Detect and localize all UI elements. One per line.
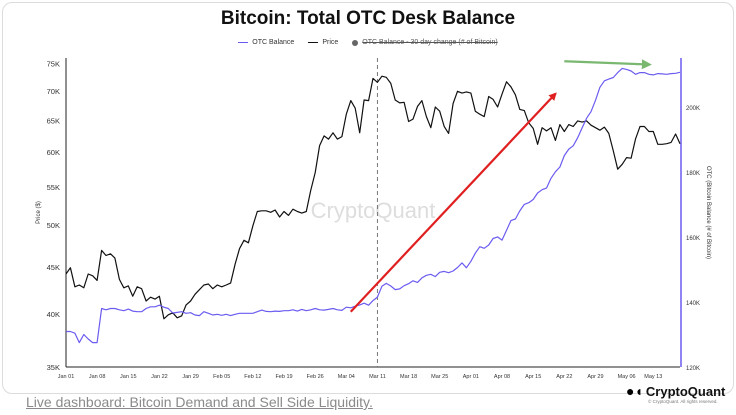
- left-tick-label: 65K: [47, 116, 60, 125]
- x-tick-label: Mar 04: [338, 374, 355, 380]
- left-tick-label: 60K: [47, 148, 60, 157]
- x-tick-label: Jan 22: [151, 374, 168, 380]
- x-tick-label: Feb 26: [307, 374, 324, 380]
- x-tick-label: Apr 29: [587, 374, 603, 380]
- chart-title: Bitcoin: Total OTC Desk Balance: [220, 8, 516, 29]
- legend-label-price: Price: [322, 39, 339, 46]
- left-tick-label: 75K: [47, 59, 60, 68]
- otc-balance-swatch: [238, 42, 249, 43]
- left-tick-label: 45K: [47, 263, 60, 272]
- x-tick-label: Apr 15: [525, 374, 541, 380]
- x-tick-label: May 06: [618, 374, 636, 380]
- chart-card: [2, 2, 734, 394]
- left-tick-label: 70K: [47, 87, 60, 96]
- legend: OTC Balance Price OTC Balance - 30 day c…: [0, 39, 736, 46]
- otc-balance-series-line: [66, 67, 681, 344]
- right-tick-label: 140K: [686, 301, 700, 307]
- cryptoquant-logo: ●◖ CryptoQuant: [626, 383, 725, 399]
- x-tick-label: Feb 19: [275, 374, 292, 380]
- right-tick-label: 200K: [686, 106, 700, 112]
- legend-item-otc-balance[interactable]: OTC Balance: [238, 39, 294, 46]
- right-tick-label: 160K: [686, 236, 700, 242]
- price-swatch: [308, 42, 319, 43]
- x-tick-label: Feb 12: [244, 374, 261, 380]
- x-tick-label: Feb 05: [213, 374, 230, 380]
- x-tick-label: Apr 22: [556, 374, 572, 380]
- live-dashboard-link[interactable]: Live dashboard: Bitcoin Demand and Sell …: [26, 394, 373, 410]
- logo-name: CryptoQuant: [645, 383, 726, 399]
- x-tick-label: Jan 29: [182, 374, 199, 380]
- right-tick-label: 180K: [686, 171, 700, 177]
- left-tick-label: 55K: [47, 183, 60, 192]
- x-tick-label: Mar 11: [369, 374, 386, 380]
- copyright-text: © CryptoQuant. All rights reserved.: [648, 399, 718, 404]
- right-axis-label: OTC (Bitcoin Balance (# of Bitcoin): [705, 166, 711, 259]
- x-tick-label: Jan 08: [89, 374, 106, 380]
- price-series-line: [65, 75, 681, 320]
- red-trend-arrow: [349, 92, 557, 313]
- left-tick-label: 40K: [47, 310, 60, 319]
- right-tick-label: 120K: [686, 366, 700, 372]
- watermark: CryptoQuant: [311, 198, 436, 223]
- legend-item-otc-change[interactable]: OTC Balance - 30 day change (# of Bitcoi…: [352, 39, 498, 46]
- green-plateau-arrow: [564, 59, 652, 70]
- x-tick-label: Apr 08: [494, 374, 510, 380]
- cryptoquant-logo-icon: ●◖: [626, 383, 643, 399]
- legend-label-change: OTC Balance - 30 day change (# of Bitcoi…: [362, 39, 498, 46]
- x-tick-label: Mar 18: [400, 374, 417, 380]
- x-tick-label: Apr 01: [463, 374, 479, 380]
- x-tick-label: Mar 25: [431, 374, 448, 380]
- left-tick-label: 35K: [47, 363, 60, 372]
- legend-item-price[interactable]: Price: [308, 39, 338, 46]
- x-tick-label: Jan 15: [120, 374, 137, 380]
- x-tick-label: May 13: [644, 374, 662, 380]
- legend-label-otc: OTC Balance: [252, 39, 295, 46]
- x-tick-label: Jan 01: [58, 374, 75, 380]
- otc-change-dot: [352, 39, 359, 46]
- left-axis-label: Price ($): [36, 201, 42, 224]
- left-tick-label: 50K: [47, 221, 60, 230]
